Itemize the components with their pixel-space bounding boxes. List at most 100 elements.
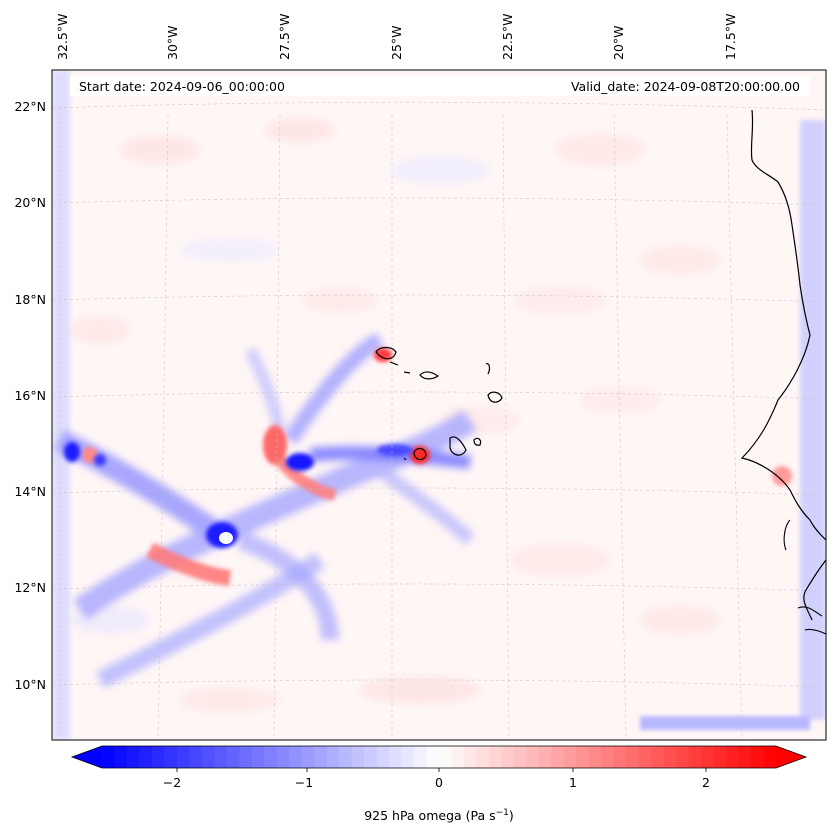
colorbar-segment: [701, 746, 714, 768]
colorbar-segment: [239, 746, 253, 768]
lon-label: 25°W: [389, 25, 404, 60]
lat-label: 22°N: [14, 99, 46, 114]
map-panel: Start date: 2024-09-06_00:00:00 Valid_da…: [51, 69, 827, 741]
colorbar-segment: [251, 746, 265, 768]
colorbar-min-extension: [72, 746, 102, 768]
colorbar-segment: [126, 746, 140, 768]
colorbar-segment: [538, 746, 552, 768]
colorbar-outline: [70, 745, 808, 769]
lat-label: 18°N: [14, 292, 46, 307]
valid-date-label: Valid_date: 2024-09-08T20:00:00.00: [571, 79, 800, 94]
colorbar-segment: [264, 746, 278, 768]
colorbar-segment: [201, 746, 215, 768]
colorbar-segment: [164, 746, 178, 768]
colorbar-segment: [289, 746, 303, 768]
colorbar-segment: [376, 746, 390, 768]
colorbar-segment: [226, 746, 240, 768]
colorbar-tick-label: −1: [295, 775, 313, 790]
colorbar-segment: [513, 746, 527, 768]
colorbar-tick-label: 0: [435, 775, 443, 790]
colorbar-segment: [638, 746, 652, 768]
colorbar-segment: [651, 746, 665, 768]
guinea-coast: [803, 559, 826, 621]
header-strip: [70, 76, 810, 96]
lon-label: 30°W: [165, 25, 180, 60]
colorbar-segment: [339, 746, 353, 768]
colorbar-segment: [563, 746, 577, 768]
west-boundary-band: [52, 70, 70, 740]
colorbar-segment: [326, 746, 340, 768]
colorbar-segment: [676, 746, 690, 768]
colorbar-segment: [613, 746, 627, 768]
africa-coastline: [740, 109, 826, 541]
longitude-labels: 32.5°W 30°W 27.5°W 25°W 22.5°W 20°W 17.5…: [55, 14, 738, 60]
vortex-core: [219, 532, 233, 544]
colorbar-segment: [588, 746, 602, 768]
colorbar-segment: [151, 746, 165, 768]
colorbar-segment: [314, 746, 328, 768]
colorbar-segment: [551, 746, 565, 768]
lat-label: 10°N: [14, 677, 46, 692]
lon-label: 17.5°W: [723, 14, 738, 60]
omega-field: [52, 70, 826, 740]
colorbar-segment: [576, 746, 590, 768]
colorbar-segment: [713, 746, 727, 768]
colorbar-segment: [276, 746, 290, 768]
colorbar-segments: [102, 746, 777, 768]
colorbar-tick-label: 2: [702, 775, 710, 790]
colorbar: −2 −1 0 1 2 925 hPa omega (Pa s−1): [70, 745, 808, 823]
latitude-labels: 22°N 20°N 18°N 16°N 14°N 12°N 10°N: [14, 99, 46, 692]
colorbar-segment: [476, 746, 490, 768]
colorbar-segment: [526, 746, 540, 768]
colorbar-segment: [364, 746, 377, 768]
colorbar-segment: [688, 746, 702, 768]
map-frame: [51, 69, 827, 741]
colorbar-segment: [176, 746, 190, 768]
colorbar-segment: [102, 746, 115, 768]
colorbar-segment: [626, 746, 640, 768]
lon-label: 22.5°W: [500, 14, 515, 60]
colorbar-max-extension: [776, 746, 806, 768]
colorbar-segment: [738, 746, 752, 768]
gridlines: [52, 101, 826, 740]
colorbar-segment: [426, 746, 440, 768]
red-features: [82, 348, 792, 586]
coastal-islands: [783, 519, 826, 635]
colorbar-tick-label: 1: [569, 775, 577, 790]
start-date-label: Start date: 2024-09-06_00:00:00: [79, 79, 285, 94]
colorbar-segment: [414, 746, 427, 768]
colorbar-segment: [601, 746, 615, 768]
colorbar-segment: [139, 746, 153, 768]
colorbar-segment: [488, 746, 502, 768]
colorbar-segment: [663, 746, 677, 768]
colorbar-label: 925 hPa omega (Pa s−1): [364, 808, 514, 823]
colorbar-segment: [389, 746, 402, 768]
lat-label: 14°N: [14, 484, 46, 499]
colorbar-segment: [189, 746, 203, 768]
colorbar-ticks: [176, 768, 707, 772]
lat-label: 20°N: [14, 195, 46, 210]
cape-verde-islands: [375, 346, 503, 461]
lat-label: 16°N: [14, 388, 46, 403]
colorbar-segment: [214, 746, 228, 768]
colorbar-segment: [763, 746, 777, 768]
colorbar-segment: [301, 746, 315, 768]
colorbar-segment: [401, 746, 415, 768]
lat-label: 12°N: [14, 580, 46, 595]
colorbar-segment: [726, 746, 739, 768]
colorbar-segment: [351, 746, 365, 768]
colorbar-segment: [501, 746, 515, 768]
lon-label: 20°W: [611, 25, 626, 60]
colorbar-segment: [114, 746, 128, 768]
background-noise: [70, 118, 720, 712]
colorbar-segment: [451, 746, 465, 768]
colorbar-tick-label: −2: [163, 775, 181, 790]
lon-label: 32.5°W: [55, 14, 70, 60]
blue-streaks: [55, 332, 477, 689]
south-boundary-band: [640, 716, 810, 730]
east-boundary-band: [800, 120, 826, 720]
colorbar-segment: [751, 746, 764, 768]
colorbar-segment: [439, 746, 452, 768]
lon-label: 27.5°W: [277, 14, 292, 60]
